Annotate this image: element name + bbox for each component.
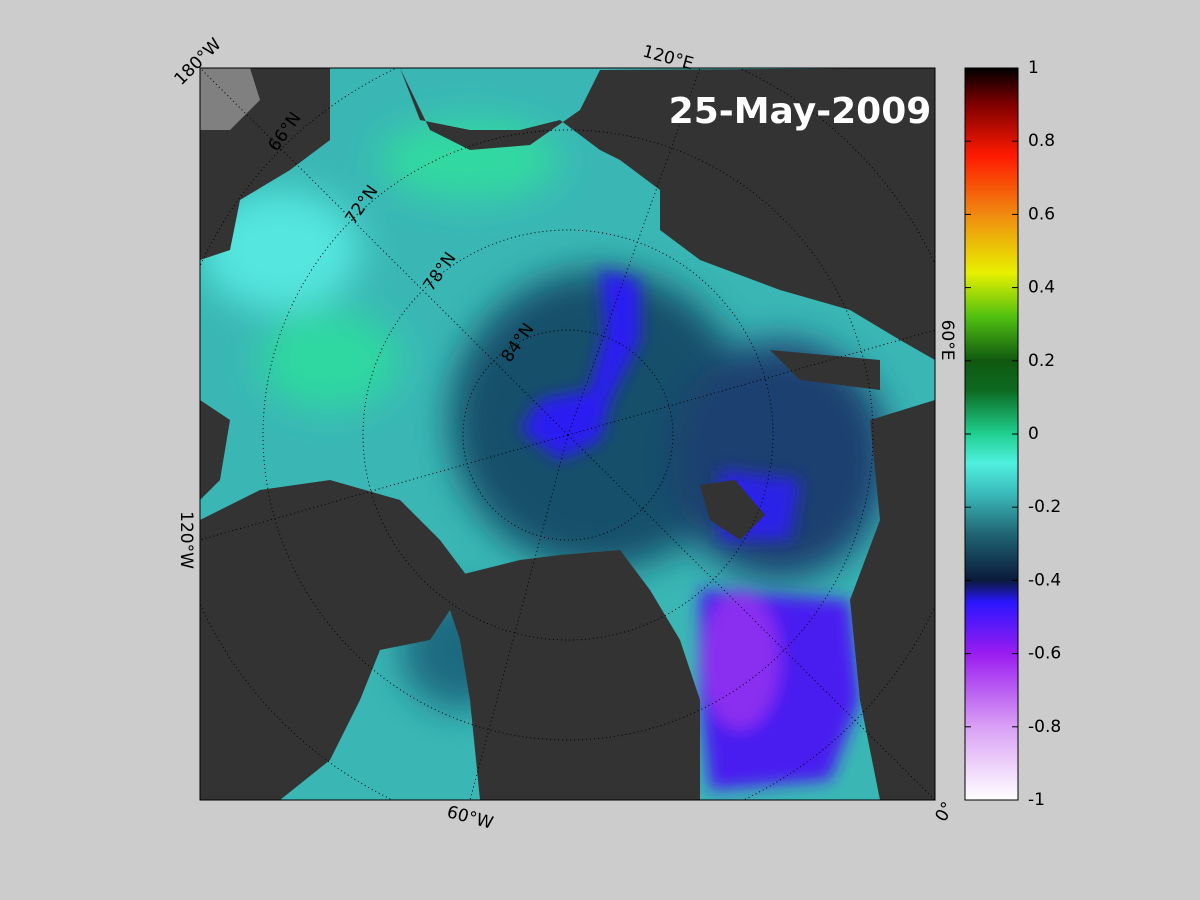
date-title: 25-May-2009 xyxy=(669,91,932,132)
lon-label: 60°E xyxy=(937,320,957,361)
colorbar-tick-label: 1 xyxy=(1028,58,1039,78)
colorbar-tick-label: -0.6 xyxy=(1028,644,1061,664)
lon-label: 0° xyxy=(932,799,959,826)
map-frame xyxy=(199,67,936,801)
map xyxy=(200,68,935,800)
lon-label: 120°W xyxy=(176,511,196,569)
colorbar-tick-label: 0.6 xyxy=(1028,204,1055,224)
colorbar-tick-label: -0.2 xyxy=(1028,497,1061,517)
graticule xyxy=(200,68,935,800)
colorbar-tick-label: 0.8 xyxy=(1028,131,1055,151)
colorbar-tick-label: -1 xyxy=(1028,790,1045,810)
land xyxy=(200,68,935,800)
colorbar-tick-label: -0.8 xyxy=(1028,717,1061,737)
colorbar-tick-label: 0 xyxy=(1028,424,1039,444)
colorbar-axis: 1 0.8 0.6 0.4 0.2 0 -0.2 -0.4 -0.6 -0.8 -1 xyxy=(965,58,1061,810)
colorbar xyxy=(964,67,1019,801)
colorbar-tick-label: 0.2 xyxy=(1028,351,1055,371)
colorbar-tick-label: 0.4 xyxy=(1028,278,1055,298)
lon-label: 60°W xyxy=(445,802,496,834)
colorbar-tick-label: -0.4 xyxy=(1028,570,1061,590)
